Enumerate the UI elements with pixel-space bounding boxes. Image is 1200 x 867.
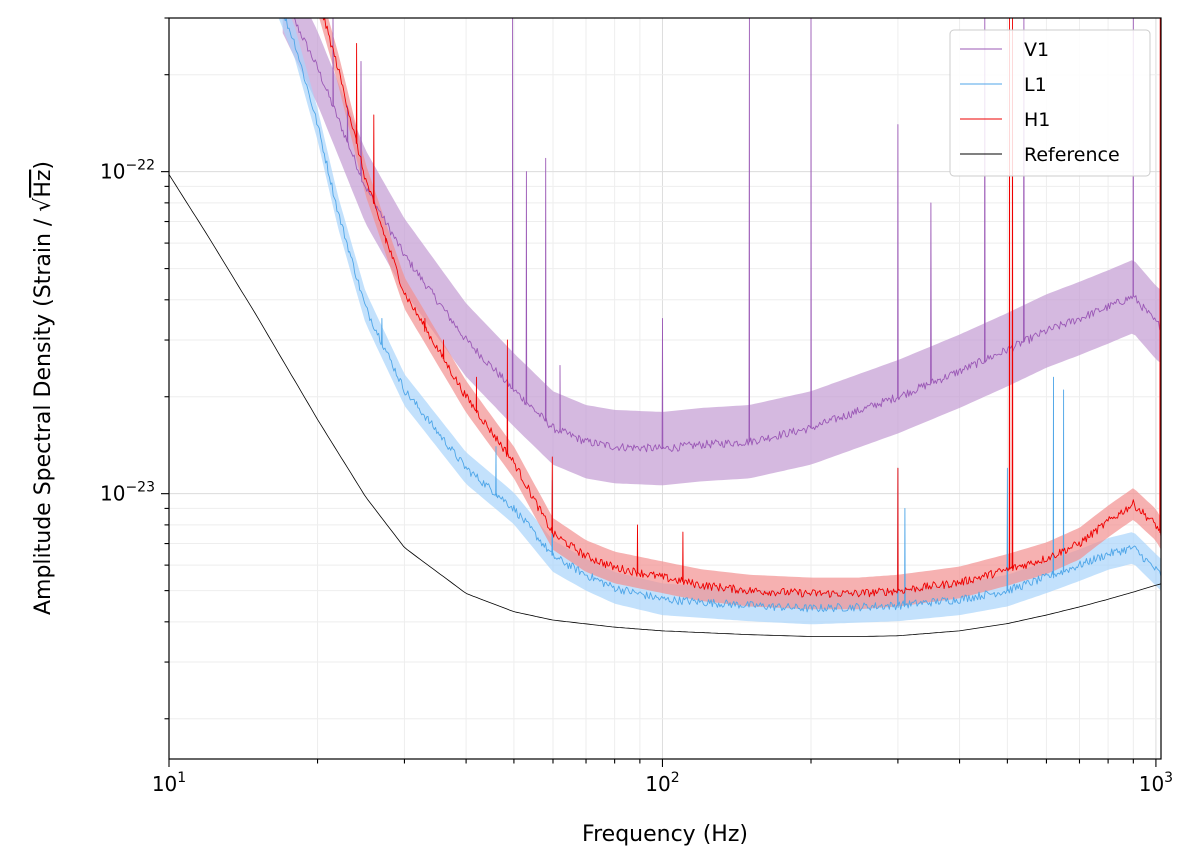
y-axis-label-radicand: Hz <box>31 170 56 198</box>
series-line-v1 <box>293 18 1161 453</box>
legend-label-h1: H1 <box>1024 109 1050 131</box>
legend-label-v1: V1 <box>1024 39 1049 61</box>
y-axis-label-prefix: Amplitude Spectral Density (Strain / <box>31 212 56 615</box>
plot-content <box>169 18 1161 637</box>
series-band-v1 <box>282 18 1161 486</box>
series-band-l1 <box>278 18 1161 625</box>
sqrt-sign: √ <box>31 197 56 212</box>
legend-label-l1: L1 <box>1024 74 1047 96</box>
legend-box <box>949 29 1151 177</box>
legend: V1 L1 H1 Reference <box>949 29 1151 177</box>
y-axis-label: Amplitude Spectral Density (Strain / √Hz… <box>31 161 56 615</box>
y-tick-label: 10−23 <box>100 480 155 506</box>
x-tick-label: 101 <box>152 770 186 796</box>
axis-ticks: 101 102 103 10−23 10−22 <box>100 17 1173 796</box>
series-line-h1 <box>322 18 1161 598</box>
x-axis-label: Frequency (Hz) <box>582 822 748 847</box>
y-axis-label-suffix: ) <box>31 161 56 170</box>
svg-text:Amplitude Spectral Density (St: Amplitude Spectral Density (Strain / √Hz… <box>31 161 56 615</box>
series-line-l1 <box>284 18 1161 613</box>
series-band-h1 <box>319 18 1161 610</box>
plot-frame <box>168 17 1162 760</box>
series-line-reference <box>169 174 1161 637</box>
y-tick-label: 10−22 <box>100 158 155 184</box>
x-tick-label: 103 <box>1139 770 1173 796</box>
legend-label-reference: Reference <box>1024 144 1120 166</box>
x-tick-label: 102 <box>645 770 679 796</box>
